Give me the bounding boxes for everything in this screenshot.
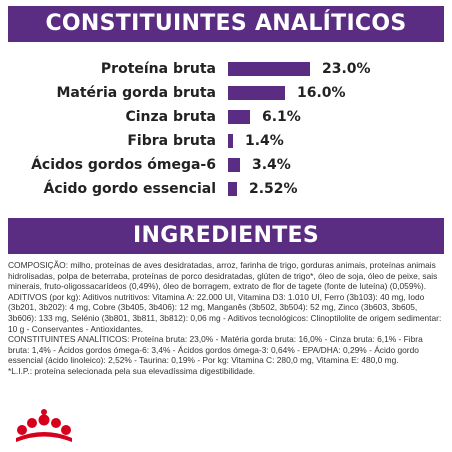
analytic-row-label: Proteína bruta — [100, 61, 216, 77]
analytic-row-value: 23.0% — [322, 61, 371, 77]
additives-paragraph: ADITIVOS (por kg): Aditivos nutritivos: … — [8, 291, 442, 334]
analytic-row-bar — [228, 182, 237, 196]
analytic-row: Cinza bruta 6.1% — [0, 105, 452, 129]
analytic-row: Ácidos gordos ómega-6 3.4% — [0, 153, 452, 177]
analytic-row: Ácido gordo essencial 2.52% — [0, 177, 452, 201]
analytic-row-label: Fibra bruta — [127, 133, 216, 149]
analytic-row: Proteína bruta 23.0% — [0, 57, 452, 81]
analytic-row-label: Matéria gorda bruta — [56, 85, 216, 101]
analytic-row-value: 16.0% — [297, 85, 346, 101]
analytic-row-value: 3.4% — [252, 157, 291, 173]
analytic-row-bar — [228, 158, 240, 172]
analytic-row-bar — [228, 62, 310, 76]
analytic-row: Matéria gorda bruta 16.0% — [0, 81, 452, 105]
analytic-row-bar — [228, 110, 250, 124]
royal-canin-crown-logo — [16, 409, 72, 442]
composition-paragraph: COMPOSIÇÃO: milho, proteínas de aves des… — [8, 260, 438, 292]
lip-note: *L.I.P.: proteína selecionada pela sua e… — [8, 365, 256, 376]
analytic-row-label: Ácidos gordos ómega-6 — [31, 157, 216, 173]
analytic-row-label: Ácido gordo essencial — [43, 181, 216, 197]
analytic-row-bar — [228, 86, 285, 100]
analytic-row-value: 1.4% — [245, 133, 284, 149]
ingredients-text: COMPOSIÇÃO: milho, proteínas de aves des… — [8, 260, 446, 377]
analytic-row: Fibra bruta 1.4% — [0, 129, 452, 153]
analytic-row-label: Cinza bruta — [125, 109, 216, 125]
analytic-constituents-header: CONSTITUINTES ANALÍTICOS — [8, 6, 444, 42]
analytic-row-bar — [228, 134, 233, 148]
ingredients-header: INGREDIENTES — [8, 218, 444, 254]
analytic-paragraph: CONSTITUINTES ANALÍTICOS: Proteína bruta… — [8, 334, 423, 366]
analytic-row-value: 2.52% — [249, 181, 298, 197]
analytic-row-value: 6.1% — [262, 109, 301, 125]
